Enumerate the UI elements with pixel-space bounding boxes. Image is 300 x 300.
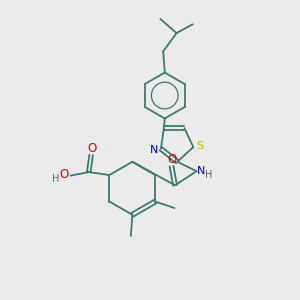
Text: N: N — [197, 166, 205, 176]
Text: S: S — [196, 141, 203, 151]
Text: H: H — [206, 170, 213, 180]
Text: O: O — [167, 153, 177, 166]
Text: O: O — [59, 168, 69, 181]
Text: N: N — [150, 145, 159, 155]
Text: H: H — [52, 174, 59, 184]
Text: O: O — [87, 142, 96, 155]
